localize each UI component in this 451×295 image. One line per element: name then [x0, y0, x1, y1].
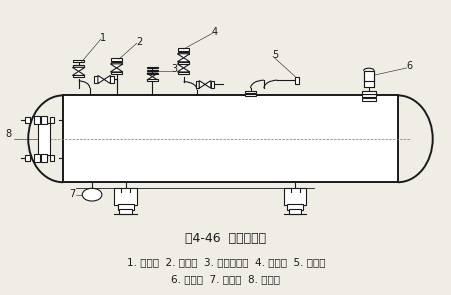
Bar [244, 91, 256, 94]
Bar [38, 123, 50, 155]
Bar [25, 155, 29, 161]
Polygon shape [72, 71, 85, 76]
Text: 2: 2 [135, 37, 142, 47]
Bar [288, 209, 301, 214]
Bar [34, 154, 40, 162]
Bar [283, 188, 306, 205]
Text: 5: 5 [272, 50, 278, 60]
Bar [34, 116, 40, 124]
Text: 6. 回液管  7. 放油口  8. 视液器: 6. 回液管 7. 放油口 8. 视液器 [171, 274, 280, 284]
Bar [111, 72, 122, 74]
Bar [178, 62, 189, 64]
Polygon shape [110, 68, 123, 72]
Bar [63, 95, 397, 182]
Polygon shape [104, 76, 110, 83]
Text: 1. 加压管  2. 减压管  3. 压力表接口  4. 安全阀  5. 出液管: 1. 加压管 2. 减压管 3. 压力表接口 4. 安全阀 5. 出液管 [126, 257, 325, 267]
Bar [286, 204, 303, 210]
Polygon shape [199, 81, 205, 88]
Bar [178, 52, 189, 54]
Polygon shape [72, 67, 85, 71]
Polygon shape [147, 77, 157, 80]
Bar [178, 48, 189, 50]
Bar [50, 117, 54, 123]
Text: 1: 1 [100, 32, 106, 42]
Bar [50, 155, 54, 161]
Bar [178, 62, 189, 64]
Bar [244, 94, 256, 96]
Bar [73, 65, 84, 67]
Bar [25, 117, 29, 123]
Bar [363, 71, 373, 87]
Bar [147, 79, 157, 81]
Circle shape [82, 188, 101, 201]
Polygon shape [177, 64, 189, 68]
Bar [361, 98, 375, 101]
Bar [147, 73, 157, 74]
Polygon shape [177, 58, 189, 62]
Bar [119, 209, 132, 214]
Bar [94, 76, 98, 83]
Bar [195, 81, 199, 88]
Text: 3: 3 [171, 64, 177, 74]
Bar [361, 91, 375, 94]
Polygon shape [177, 68, 189, 72]
Bar [178, 72, 189, 74]
Polygon shape [110, 64, 123, 68]
Text: 4: 4 [212, 27, 217, 37]
Bar [147, 70, 157, 71]
Polygon shape [98, 76, 104, 83]
Bar [73, 60, 84, 62]
Bar [110, 76, 114, 83]
Bar [117, 204, 133, 210]
Bar [114, 188, 136, 205]
Polygon shape [177, 54, 189, 58]
Bar [111, 58, 122, 61]
Text: 6: 6 [405, 61, 411, 71]
Polygon shape [205, 81, 210, 88]
Bar [210, 81, 214, 88]
Bar [73, 76, 84, 78]
Text: 图4-46  排油器结构: 图4-46 排油器结构 [185, 232, 266, 245]
Text: 8: 8 [5, 130, 12, 140]
Bar [147, 67, 157, 68]
Bar [41, 154, 46, 162]
Bar [361, 94, 375, 96]
Polygon shape [147, 73, 157, 77]
Bar [295, 77, 299, 84]
Bar [41, 116, 46, 124]
Bar [111, 62, 122, 64]
Text: 7: 7 [69, 189, 75, 199]
